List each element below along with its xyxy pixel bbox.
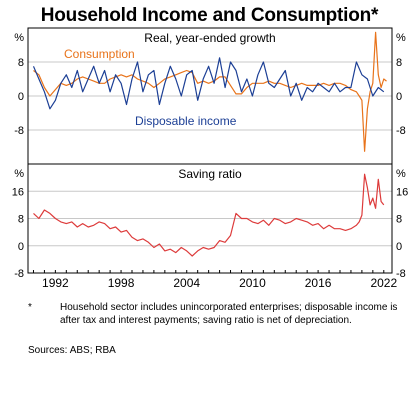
panel-1: -8 -8 0 0 8 8% % Real, year-ended growth [14, 31, 406, 152]
y-tick-label-right: -8 [396, 125, 406, 137]
x-tick-label: 1998 [108, 276, 135, 290]
y-tick-label-right: -8 [396, 268, 406, 280]
x-tick-label: 2016 [305, 276, 332, 290]
series-line-consumption [33, 31, 387, 152]
y-unit-label-right: % [396, 32, 406, 44]
x-tick-label: 2010 [239, 276, 266, 290]
plot-frame [27, 27, 393, 274]
panel-title: Saving ratio [178, 167, 242, 181]
series-label-disposable-income: Disposable income [135, 114, 237, 128]
footnote-text: Household sector includes unincorporated… [60, 302, 398, 326]
y-unit-label-right: % [396, 168, 406, 180]
y-tick-label-left: -8 [14, 125, 24, 137]
chart-title: Household Income and Consumption* [40, 5, 379, 26]
x-tick-label: 2022 [370, 276, 397, 290]
y-tick-label-left: -8 [14, 268, 24, 280]
y-tick-label-right: 0 [396, 91, 402, 103]
y-tick-label-left: 0 [18, 91, 24, 103]
panel-title: Real, year-ended growth [144, 31, 275, 45]
series-line-disposable-income [32, 57, 385, 110]
y-tick-label-right: 0 [396, 241, 402, 253]
x-tick-label: 2004 [173, 276, 200, 290]
y-tick-label-left: 16 [12, 186, 24, 198]
y-tick-label-left: 8 [18, 214, 24, 226]
y-tick-label-left: 0 [18, 241, 24, 253]
series-line-saving-ratio [33, 173, 385, 257]
y-unit-label-left: % [14, 32, 24, 44]
y-tick-label-right: 8 [396, 57, 402, 69]
y-tick-label-right: 8 [396, 214, 402, 226]
series-label-consumption: Consumption [64, 47, 135, 61]
sources: Sources: ABS; RBA [28, 345, 116, 356]
y-unit-label-left: % [14, 168, 24, 180]
footnote-marker: * [28, 302, 32, 313]
y-tick-label-right: 16 [396, 186, 408, 198]
x-tick-label: 1992 [42, 276, 69, 290]
panel-2: -8 -8 0 0 8 8 16 16% % Saving ratio [12, 167, 409, 280]
y-tick-label-left: 8 [18, 57, 24, 69]
